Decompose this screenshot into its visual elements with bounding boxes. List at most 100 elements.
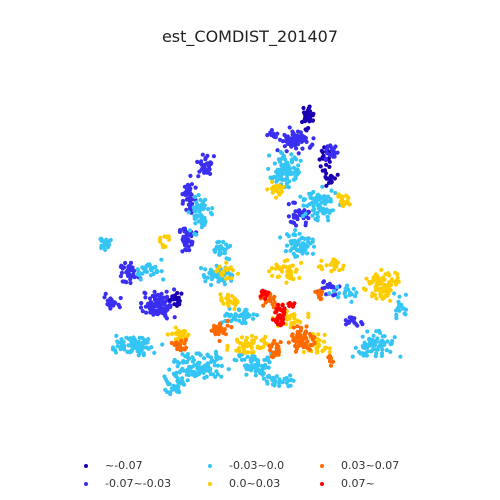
map-point bbox=[186, 202, 191, 207]
map-point bbox=[263, 365, 268, 370]
map-point bbox=[354, 290, 359, 295]
map-point bbox=[168, 303, 173, 308]
map-point bbox=[329, 148, 334, 153]
map-point bbox=[215, 240, 220, 245]
map-point bbox=[313, 289, 318, 294]
map-point bbox=[311, 111, 316, 116]
map-point bbox=[180, 352, 185, 357]
map-point bbox=[301, 249, 306, 254]
map-point bbox=[235, 271, 240, 276]
map-point bbox=[192, 216, 198, 221]
map-point bbox=[230, 294, 235, 299]
map-point bbox=[390, 339, 395, 344]
map-point bbox=[216, 245, 221, 250]
map-point bbox=[109, 297, 114, 302]
map-point bbox=[137, 270, 142, 275]
map-point bbox=[148, 273, 153, 278]
legend-item: 0.0~0.03 bbox=[208, 477, 280, 490]
map-point bbox=[311, 204, 316, 209]
map-point bbox=[213, 324, 218, 329]
map-point bbox=[149, 268, 154, 273]
map-point bbox=[175, 347, 180, 352]
map-point bbox=[330, 208, 335, 213]
map-point bbox=[223, 266, 228, 271]
map-point bbox=[178, 342, 183, 347]
map-point bbox=[202, 274, 207, 280]
map-point bbox=[186, 210, 191, 215]
map-point bbox=[267, 343, 272, 349]
map-point bbox=[177, 370, 182, 375]
map-point bbox=[393, 270, 398, 275]
map-point bbox=[208, 267, 213, 272]
map-point bbox=[274, 374, 279, 379]
map-point bbox=[322, 285, 327, 290]
map-point bbox=[146, 337, 151, 342]
map-point bbox=[324, 171, 329, 176]
map-point bbox=[384, 348, 389, 353]
map-point bbox=[182, 329, 187, 334]
map-point bbox=[197, 360, 202, 365]
map-point bbox=[280, 139, 285, 144]
map-point bbox=[241, 310, 247, 316]
map-point bbox=[278, 235, 283, 240]
map-point bbox=[261, 303, 266, 308]
map-point bbox=[278, 340, 283, 345]
map-point bbox=[270, 341, 275, 346]
legend-item: ~-0.07 bbox=[84, 459, 143, 472]
map-point bbox=[300, 338, 305, 343]
map-point bbox=[319, 148, 324, 153]
map-point bbox=[102, 295, 107, 300]
map-point bbox=[229, 318, 234, 324]
legend-swatch bbox=[320, 481, 324, 486]
map-point bbox=[165, 307, 170, 312]
map-point bbox=[275, 167, 280, 172]
map-point bbox=[195, 207, 200, 212]
map-point bbox=[248, 343, 253, 348]
map-point bbox=[364, 342, 369, 347]
map-point bbox=[335, 172, 340, 177]
map-point bbox=[360, 334, 365, 339]
map-point bbox=[203, 279, 208, 284]
map-point bbox=[159, 257, 164, 262]
map-point bbox=[219, 296, 224, 301]
map-point bbox=[289, 157, 294, 163]
map-point bbox=[212, 359, 217, 364]
map-point bbox=[278, 158, 283, 163]
map-point bbox=[191, 369, 196, 374]
legend-swatch bbox=[208, 463, 212, 468]
map-point bbox=[298, 332, 303, 338]
map-point bbox=[297, 208, 302, 213]
map-point bbox=[214, 355, 219, 360]
map-point bbox=[205, 153, 210, 158]
map-point bbox=[323, 210, 328, 215]
map-point bbox=[286, 384, 291, 389]
map-point bbox=[308, 114, 313, 119]
map-point bbox=[156, 292, 161, 297]
map-point bbox=[186, 332, 191, 337]
map-point bbox=[289, 152, 294, 157]
map-point bbox=[162, 234, 167, 239]
map-point bbox=[202, 356, 207, 361]
map-point bbox=[202, 375, 207, 380]
map-point bbox=[217, 264, 222, 269]
map-point bbox=[336, 194, 341, 199]
map-point bbox=[362, 345, 367, 351]
map-point bbox=[337, 268, 342, 273]
map-point bbox=[128, 260, 134, 265]
map-point bbox=[216, 279, 221, 284]
map-point bbox=[233, 317, 238, 322]
map-point bbox=[335, 150, 340, 155]
map-point bbox=[394, 316, 399, 321]
legend-item: 0.07~ bbox=[320, 477, 375, 490]
map-point bbox=[373, 354, 378, 359]
map-point bbox=[285, 274, 290, 279]
map-point bbox=[124, 335, 129, 340]
map-point bbox=[138, 277, 143, 282]
map-point bbox=[296, 241, 301, 247]
map-point bbox=[228, 265, 233, 271]
map-point bbox=[162, 374, 167, 379]
map-title: est_COMDIST_201407 bbox=[161, 27, 339, 46]
map-point bbox=[184, 372, 189, 377]
map-point bbox=[376, 287, 381, 293]
map-point bbox=[349, 292, 354, 297]
